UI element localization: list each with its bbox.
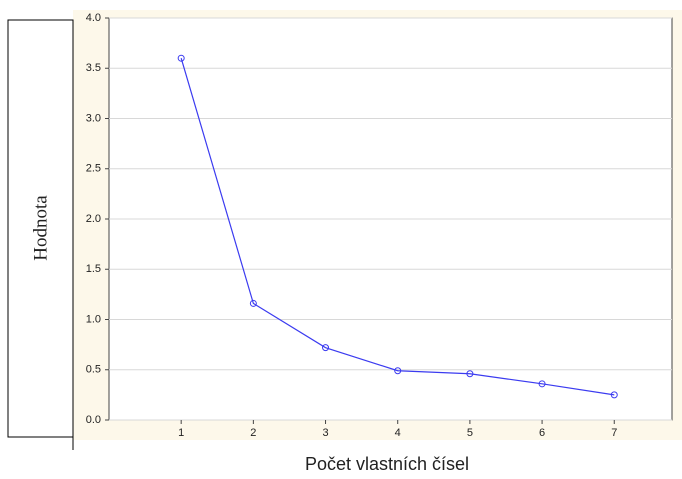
- y-tick-label: 0.0: [86, 414, 101, 426]
- series-line: [180, 58, 615, 396]
- y-tick-label: 4.0: [86, 12, 101, 24]
- x-axis-label: Počet vlastních čísel: [305, 454, 469, 474]
- point: [538, 380, 546, 388]
- x-tick-label: 1: [178, 427, 184, 439]
- y-tick-label: 1.0: [86, 313, 101, 325]
- y-tick-label: 1.5: [86, 263, 101, 275]
- x-tick-label: 3: [322, 427, 328, 439]
- x-tick-label: 6: [539, 427, 545, 439]
- x-tick-label: 5: [467, 427, 473, 439]
- point: [177, 54, 185, 62]
- point: [466, 370, 474, 378]
- point: [249, 299, 257, 307]
- point: [610, 391, 618, 399]
- x-tick-label: 4: [395, 427, 401, 439]
- y-tick-label: 2.5: [86, 163, 101, 175]
- x-tick-label: 2: [250, 427, 256, 439]
- y-tick-label: 3.0: [86, 112, 101, 124]
- x-tick-label: 7: [611, 427, 617, 439]
- y-axis-label: Hodnota: [30, 195, 51, 261]
- point: [322, 344, 330, 352]
- y-tick-label: 0.5: [86, 364, 101, 376]
- y-tick-label: 2.0: [86, 213, 101, 225]
- point: [394, 367, 402, 375]
- y-tick-label: 3.5: [86, 62, 101, 74]
- y-label-box: [7, 19, 74, 438]
